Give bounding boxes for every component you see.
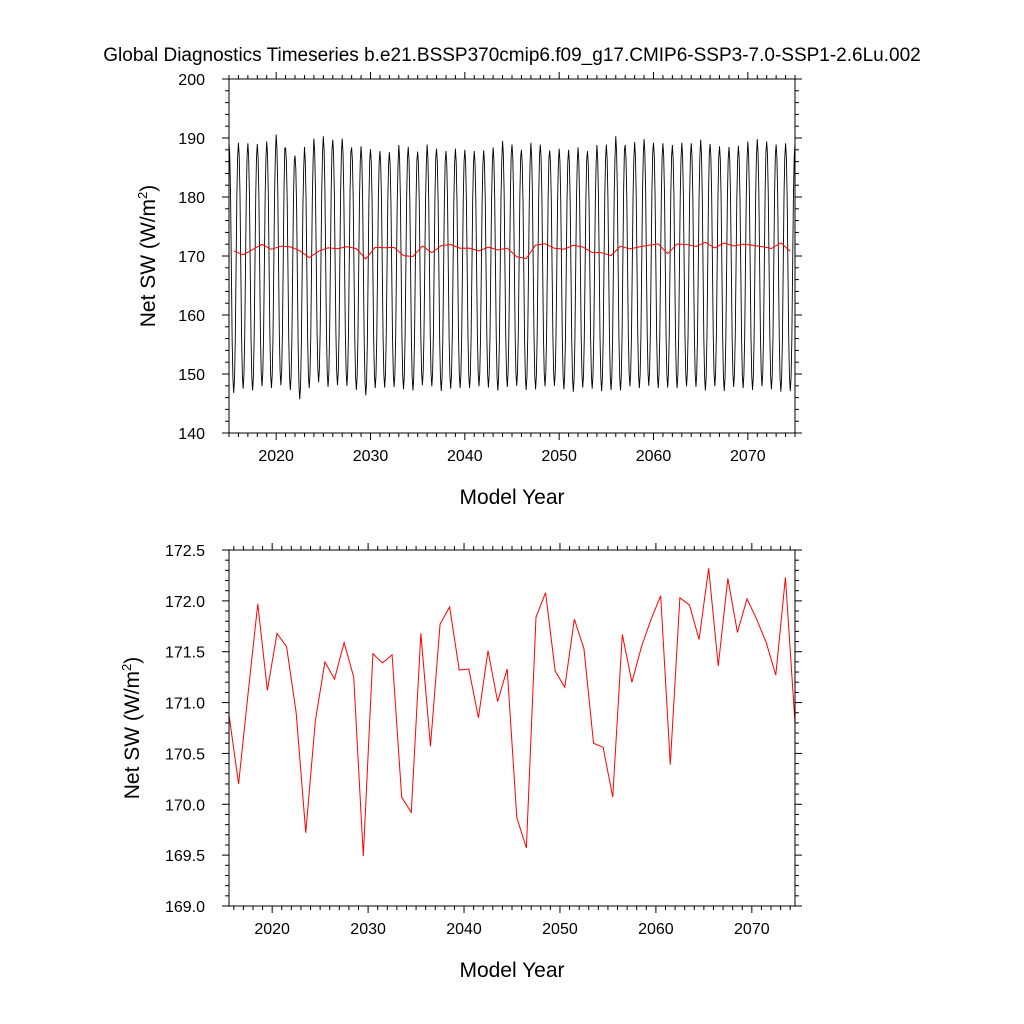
chart1-y-tick-label: 190 — [178, 131, 205, 148]
chart2-y-axis-label: Net SW (W/m2) — [119, 657, 144, 800]
chart1-x-tick-label: 2030 — [353, 448, 389, 465]
chart1-y-tick-label: 150 — [178, 367, 205, 384]
chart1-y-tick-label: 200 — [178, 72, 205, 89]
chart2-x-tick-label: 2070 — [734, 921, 770, 938]
chart1-y-axis-label: Net SW (W/m2) — [135, 185, 160, 328]
chart1-x-tick-label: 2040 — [447, 448, 483, 465]
chart2-x-tick-label: 2050 — [542, 921, 578, 938]
chart1-series-monthly — [229, 134, 795, 400]
chart2-y-tick-label: 172.5 — [165, 543, 205, 560]
chart2-x-axis-label: Model Year — [459, 959, 564, 982]
chart1-y-tick-label: 140 — [178, 426, 205, 443]
chart1-x-axis-label: Model Year — [459, 486, 564, 509]
chart1-y-tick-label: 170 — [178, 249, 205, 266]
chart1-x-tick-label: 2060 — [636, 448, 672, 465]
chart2-y-tick-label: 172.0 — [165, 594, 205, 611]
chart2-y-tick-label: 170.0 — [165, 797, 205, 814]
chart2-y-tick-label: 169.5 — [165, 848, 205, 865]
chart2-x-tick-label: 2060 — [638, 921, 674, 938]
chart1-x-tick-label: 2050 — [541, 448, 577, 465]
chart2-x-tick-label: 2030 — [350, 921, 386, 938]
chart1-y-tick-label: 160 — [178, 308, 205, 325]
chart2-y-tick-label: 169.0 — [165, 899, 205, 916]
chart1-series-annual — [233, 241, 791, 260]
chart2-x-tick-label: 2040 — [446, 921, 482, 938]
chart2-series-annual — [229, 568, 795, 857]
chart2-y-tick-label: 170.5 — [165, 746, 205, 763]
chart2-plot-frame — [228, 549, 796, 907]
chart2-x-tick-label: 2020 — [254, 921, 290, 938]
chart2-y-tick-label: 171.0 — [165, 696, 205, 713]
page-title: Global Diagnostics Timeseries b.e21.BSSP… — [103, 45, 921, 66]
chart1-x-tick-label: 2070 — [730, 448, 766, 465]
chart2-y-tick-label: 171.5 — [165, 645, 205, 662]
chart1-y-tick-label: 180 — [178, 190, 205, 207]
chart1-x-tick-label: 2020 — [258, 448, 294, 465]
